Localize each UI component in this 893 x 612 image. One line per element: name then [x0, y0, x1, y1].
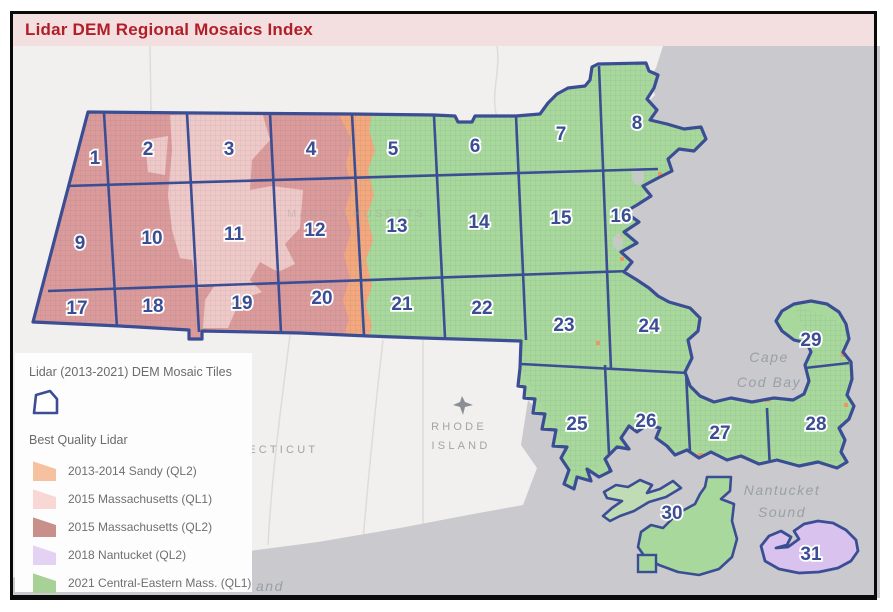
tile-number-3: 3	[224, 139, 235, 160]
tile-number-6: 6	[470, 136, 481, 157]
tile-number-10: 10	[141, 228, 162, 249]
tile-number-22: 22	[471, 298, 492, 319]
tile-number-13: 13	[386, 216, 407, 237]
legend-item-2021: 2021 Central-Eastern Mass. (QL1)	[27, 569, 251, 597]
legend-item-label: 2018 Nantucket (QL2)	[68, 548, 187, 562]
tile-number-25: 25	[566, 414, 588, 435]
title-bar: Lidar DEM Regional Mosaics Index	[13, 14, 877, 46]
tile-number-24: 24	[638, 316, 660, 337]
legend-panel[interactable]: Lidar (2013-2021) DEM Mosaic Tiles Best …	[15, 353, 252, 593]
tile-number-28: 28	[805, 414, 826, 435]
tile-number-30: 30	[661, 503, 682, 524]
tile-30-region	[601, 475, 739, 577]
tile-number-4: 4	[306, 139, 317, 160]
tile-number-19: 19	[231, 293, 252, 314]
airport-icon	[453, 396, 473, 415]
legend-item-label: 2015 Massachusetts (QL2)	[68, 520, 213, 534]
tile-number-26: 26	[635, 411, 656, 432]
label-rhode-island-2: ISLAND	[432, 440, 491, 452]
legend-item-label: 2021 Central-Eastern Mass. (QL1)	[68, 576, 252, 590]
tile-number-12: 12	[304, 220, 325, 241]
tile-number-16: 16	[610, 206, 631, 227]
tile-number-2: 2	[143, 139, 154, 160]
tile-number-8: 8	[632, 113, 643, 134]
mosaic-tile-outline-icon	[31, 389, 240, 419]
legend-item-sandy: 2013-2014 Sandy (QL2)	[27, 457, 240, 485]
legend-header: Lidar (2013-2021) DEM Mosaic Tiles	[29, 365, 232, 379]
swatch-2021-ql1	[33, 573, 56, 593]
tile-number-15: 15	[550, 208, 572, 229]
legend-item-2015-ql1: 2015 Massachusetts (QL1)	[27, 485, 240, 513]
legend-subheader: Best Quality Lidar	[29, 433, 128, 447]
label-nantucket-sound-1: Nantucket	[744, 482, 821, 498]
tile-number-23: 23	[553, 315, 574, 336]
basemap-boundaries	[149, 46, 499, 553]
tile-number-29: 29	[800, 330, 821, 351]
tile-number-17: 17	[66, 298, 87, 319]
swatch-2015-ql1	[33, 489, 56, 509]
tile-grid-lines	[47, 65, 772, 478]
tile-number-20: 20	[311, 288, 332, 309]
swatch-2015-ql2	[33, 517, 56, 537]
tile-number-27: 27	[709, 423, 730, 444]
tile-number-21: 21	[391, 294, 413, 315]
tile-number-14: 14	[468, 212, 490, 233]
legend-item-label: 2015 Massachusetts (QL1)	[68, 492, 213, 506]
tile-31-nantucket	[759, 519, 860, 575]
ocean	[13, 46, 880, 598]
tile-number-31: 31	[800, 544, 822, 565]
swatch-nantucket-ql2	[33, 545, 56, 565]
label-cape-cod-bay-1: Cape	[749, 349, 788, 365]
tile-numbers: 1 2 3 4 5 6 7 8 9 10 11 12 13 14 15 16 1…	[65, 111, 829, 567]
state-outline	[31, 61, 856, 491]
tile-number-5: 5	[388, 139, 399, 160]
swatch-sandy-ql2	[33, 461, 56, 481]
tile-28-29-boundary	[804, 361, 850, 370]
legend-item-nantucket: 2018 Nantucket (QL2)	[27, 541, 240, 569]
legend-item-2015-ql2: 2015 Massachusetts (QL2)	[27, 513, 240, 541]
tile-number-7: 7	[556, 124, 567, 145]
label-nantucket-sound-2: Sound	[758, 504, 806, 520]
label-sound-fragment: and	[256, 578, 284, 594]
tile-number-11: 11	[224, 224, 245, 245]
page-title: Lidar DEM Regional Mosaics Index	[25, 20, 313, 39]
tile-number-18: 18	[142, 296, 163, 317]
tile-number-9: 9	[75, 233, 86, 254]
tile-number-1: 1	[90, 148, 101, 169]
label-massachusetts: MASSACHUSETTS	[287, 208, 426, 220]
label-cape-cod-bay-2: Cod Bay	[737, 374, 801, 390]
label-rhode-island-1: RHODE	[431, 421, 487, 433]
legend-item-label: 2013-2014 Sandy (QL2)	[68, 464, 197, 478]
